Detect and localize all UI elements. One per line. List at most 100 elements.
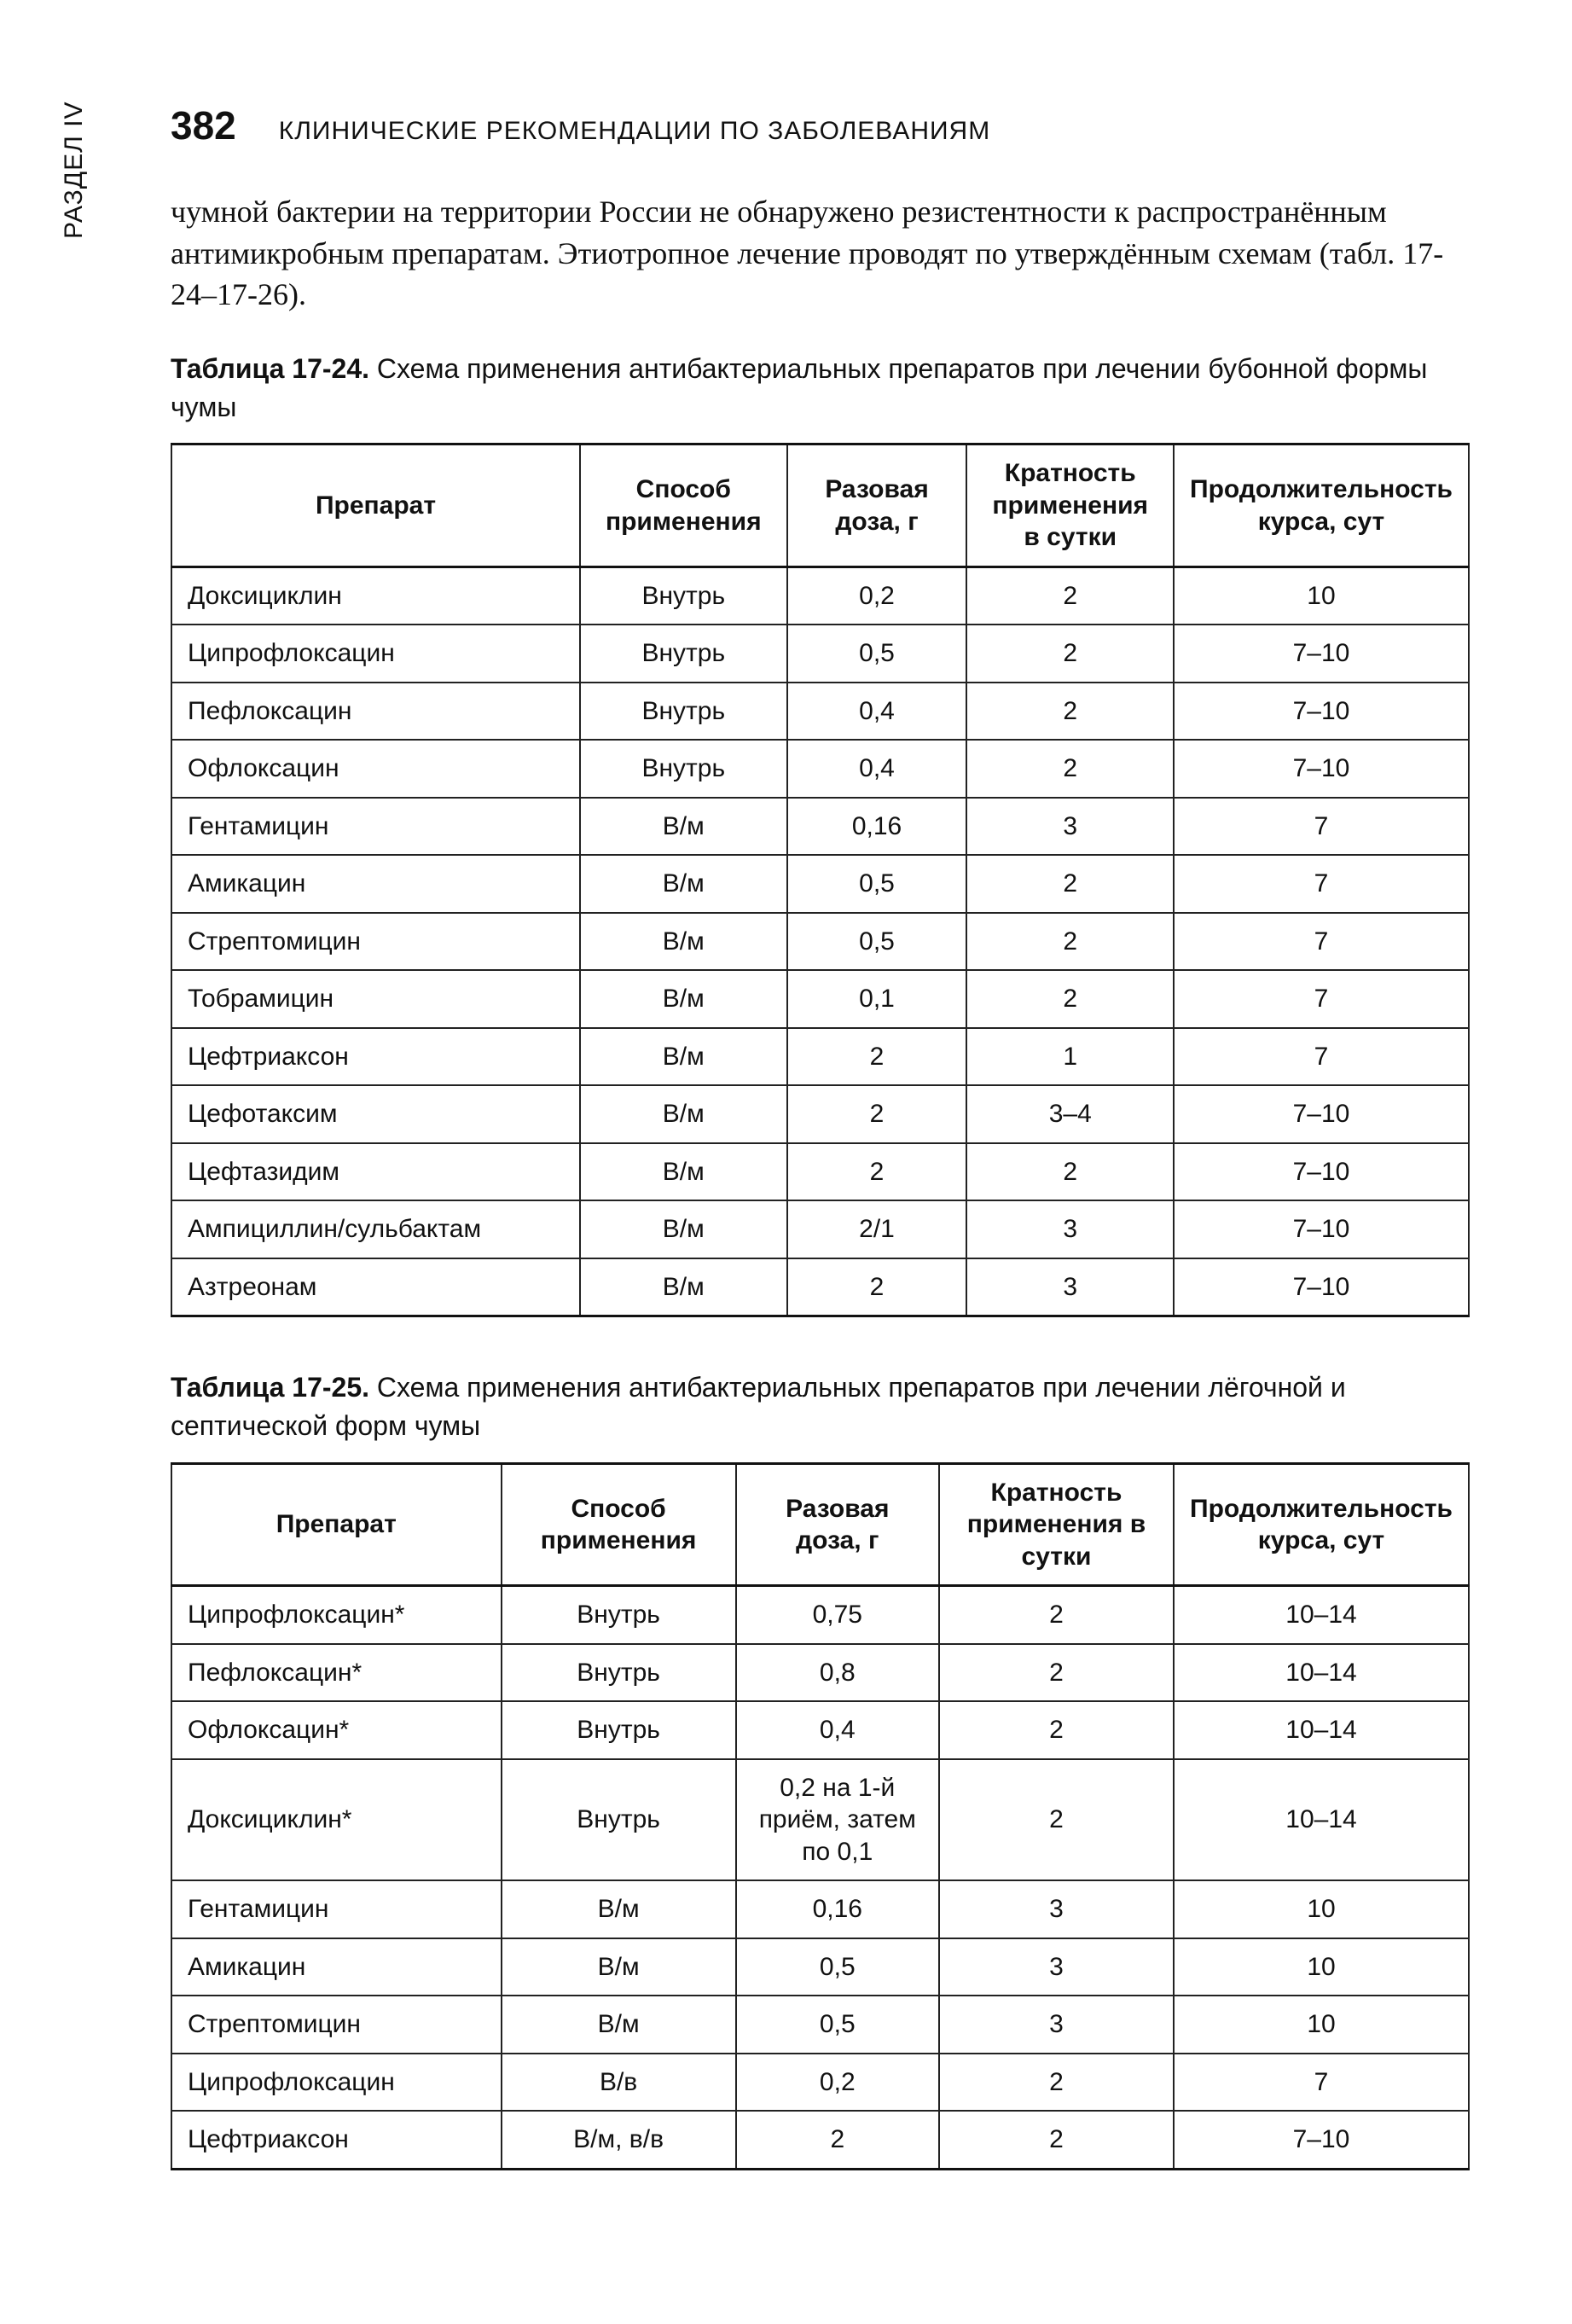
cell-drug: Цефтриаксон bbox=[171, 1028, 580, 1086]
cell-dose: 0,16 bbox=[736, 1880, 939, 1938]
table-row: Ципрофлоксацин*Внутрь0,75210–14 bbox=[171, 1586, 1469, 1644]
cell-duration: 7–10 bbox=[1174, 1258, 1469, 1316]
cell-dose: 0,2 bbox=[736, 2054, 939, 2112]
cell-frequency: 2 bbox=[939, 2054, 1174, 2112]
cell-drug: Офлоксацин bbox=[171, 740, 580, 798]
table-row: ЦипрофлоксацинВнутрь0,527–10 bbox=[171, 625, 1469, 683]
cell-drug: Пефлоксацин* bbox=[171, 1644, 502, 1702]
cell-frequency: 2 bbox=[966, 1143, 1174, 1201]
table2-header-dose: Разовая доза, г bbox=[736, 1463, 939, 1586]
cell-duration: 10 bbox=[1174, 1996, 1469, 2054]
table1-header-drug: Препарат bbox=[171, 444, 580, 567]
cell-duration: 7 bbox=[1174, 1028, 1469, 1086]
cell-drug: Цефотаксим bbox=[171, 1085, 580, 1143]
cell-duration: 10–14 bbox=[1174, 1644, 1469, 1702]
table2: Препарат Способ применения Разовая доза,… bbox=[171, 1462, 1470, 2170]
cell-dose: 2 bbox=[787, 1143, 967, 1201]
cell-drug: Цефтриаксон bbox=[171, 2111, 502, 2169]
cell-drug: Ципрофлоксацин* bbox=[171, 1586, 502, 1644]
cell-frequency: 2 bbox=[939, 1644, 1174, 1702]
cell-route: В/м bbox=[580, 913, 787, 971]
cell-duration: 7–10 bbox=[1174, 1200, 1469, 1258]
cell-frequency: 3 bbox=[966, 1200, 1174, 1258]
table1-body: ДоксициклинВнутрь0,2210 ЦипрофлоксацинВн… bbox=[171, 566, 1469, 1316]
cell-drug: Азтреонам bbox=[171, 1258, 580, 1316]
cell-duration: 7–10 bbox=[1174, 1085, 1469, 1143]
table-row: ДоксициклинВнутрь0,2210 bbox=[171, 566, 1469, 625]
cell-dose: 0,4 bbox=[787, 740, 967, 798]
table-row: Доксициклин*Внутрь0,2 на 1-й приём, зате… bbox=[171, 1759, 1469, 1881]
cell-dose: 0,8 bbox=[736, 1644, 939, 1702]
cell-frequency: 3 bbox=[939, 1996, 1174, 2054]
cell-drug: Ципрофлоксацин bbox=[171, 2054, 502, 2112]
table-row: ЦипрофлоксацинВ/в0,227 bbox=[171, 2054, 1469, 2112]
table-row: ГентамицинВ/м0,16310 bbox=[171, 1880, 1469, 1938]
cell-frequency: 1 bbox=[966, 1028, 1174, 1086]
cell-drug: Амикацин bbox=[171, 855, 580, 913]
table-row: Ампициллин/сульбактамВ/м2/137–10 bbox=[171, 1200, 1469, 1258]
table2-header-drug: Препарат bbox=[171, 1463, 502, 1586]
table2-caption-number: Таблица 17-25. bbox=[171, 1372, 369, 1403]
cell-frequency: 2 bbox=[966, 625, 1174, 683]
table-row: Офлоксацин*Внутрь0,4210–14 bbox=[171, 1701, 1469, 1759]
cell-duration: 10–14 bbox=[1174, 1586, 1469, 1644]
cell-dose: 0,75 bbox=[736, 1586, 939, 1644]
cell-route: В/м bbox=[580, 1143, 787, 1201]
page: РАЗДЕЛ IV 382 КЛИНИЧЕСКИЕ РЕКОМЕНДАЦИИ П… bbox=[0, 0, 1572, 2324]
cell-dose: 0,5 bbox=[787, 625, 967, 683]
cell-route: В/в bbox=[502, 2054, 736, 2112]
cell-duration: 10 bbox=[1174, 566, 1469, 625]
cell-duration: 10 bbox=[1174, 1880, 1469, 1938]
cell-route: В/м bbox=[580, 798, 787, 856]
cell-route: В/м bbox=[502, 1996, 736, 2054]
cell-drug: Гентамицин bbox=[171, 798, 580, 856]
cell-duration: 7–10 bbox=[1174, 2111, 1469, 2169]
cell-drug: Цефтазидим bbox=[171, 1143, 580, 1201]
cell-route: В/м bbox=[502, 1938, 736, 1996]
cell-route: В/м bbox=[580, 1028, 787, 1086]
cell-drug: Тобрамицин bbox=[171, 970, 580, 1028]
table1-header-frequency: Кратность применения в сутки bbox=[966, 444, 1174, 567]
cell-drug: Стрептомицин bbox=[171, 1996, 502, 2054]
cell-frequency: 3 bbox=[939, 1880, 1174, 1938]
cell-frequency: 3–4 bbox=[966, 1085, 1174, 1143]
section-side-label: РАЗДЕЛ IV bbox=[60, 102, 89, 240]
table2-header-route: Способ применения bbox=[502, 1463, 736, 1586]
table1-header-row: Препарат Способ применения Разовая доза,… bbox=[171, 444, 1469, 567]
table2-header-duration: Продолжительность курса, сут bbox=[1174, 1463, 1469, 1586]
table-row: ЦефтриаксонВ/м217 bbox=[171, 1028, 1469, 1086]
cell-drug: Офлоксацин* bbox=[171, 1701, 502, 1759]
cell-route: Внутрь bbox=[580, 683, 787, 741]
cell-drug: Гентамицин bbox=[171, 1880, 502, 1938]
cell-route: В/м bbox=[580, 1085, 787, 1143]
table-row: ЦефтазидимВ/м227–10 bbox=[171, 1143, 1469, 1201]
table-row: АмикацинВ/м0,5310 bbox=[171, 1938, 1469, 1996]
cell-route: Внутрь bbox=[502, 1701, 736, 1759]
cell-dose: 0,5 bbox=[736, 1938, 939, 1996]
cell-frequency: 2 bbox=[966, 913, 1174, 971]
table-row: СтрептомицинВ/м0,527 bbox=[171, 913, 1469, 971]
table-row: ГентамицинВ/м0,1637 bbox=[171, 798, 1469, 856]
cell-route: В/м bbox=[580, 970, 787, 1028]
table1: Препарат Способ применения Разовая доза,… bbox=[171, 443, 1470, 1317]
table1-caption: Таблица 17-24. Схема применения антибакт… bbox=[171, 350, 1470, 427]
table1-header-dose: Разовая доза, г bbox=[787, 444, 967, 567]
cell-route: Внутрь bbox=[502, 1759, 736, 1881]
cell-route: В/м bbox=[580, 1258, 787, 1316]
table-row: ТобрамицинВ/м0,127 bbox=[171, 970, 1469, 1028]
cell-dose: 0,5 bbox=[736, 1996, 939, 2054]
cell-duration: 7–10 bbox=[1174, 625, 1469, 683]
cell-dose: 2 bbox=[787, 1085, 967, 1143]
cell-dose: 0,16 bbox=[787, 798, 967, 856]
page-number: 382 bbox=[171, 102, 236, 148]
table-row: ЦефтриаксонВ/м, в/в227–10 bbox=[171, 2111, 1469, 2169]
cell-dose: 0,5 bbox=[787, 855, 967, 913]
cell-dose: 0,5 bbox=[787, 913, 967, 971]
cell-route: В/м bbox=[502, 1880, 736, 1938]
cell-duration: 10–14 bbox=[1174, 1701, 1469, 1759]
table1-caption-number: Таблица 17-24. bbox=[171, 353, 369, 384]
cell-dose: 2 bbox=[787, 1258, 967, 1316]
cell-route: В/м bbox=[580, 1200, 787, 1258]
cell-frequency: 3 bbox=[966, 1258, 1174, 1316]
cell-drug: Пефлоксацин bbox=[171, 683, 580, 741]
